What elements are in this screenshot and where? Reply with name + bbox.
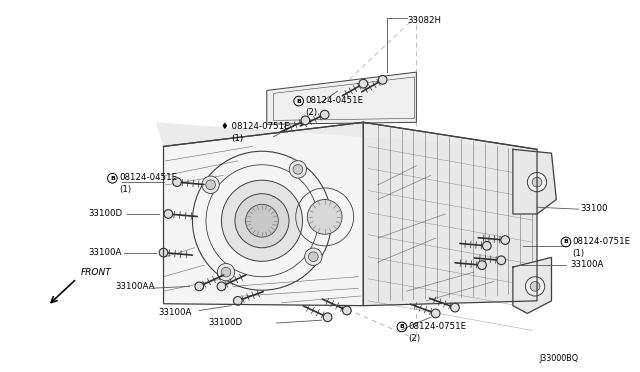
- Polygon shape: [364, 122, 537, 306]
- Text: (1): (1): [231, 134, 243, 143]
- Text: FRONT: FRONT: [81, 268, 111, 277]
- Polygon shape: [267, 72, 417, 124]
- Text: 08124-0751E: 08124-0751E: [409, 322, 467, 331]
- Circle shape: [323, 313, 332, 322]
- Circle shape: [221, 180, 303, 261]
- Text: B: B: [564, 240, 568, 244]
- Text: B: B: [399, 324, 404, 329]
- Text: 08124-0451E: 08124-0451E: [119, 173, 177, 182]
- Polygon shape: [513, 257, 552, 313]
- Circle shape: [483, 241, 491, 250]
- Circle shape: [221, 267, 231, 277]
- Circle shape: [501, 236, 509, 244]
- Circle shape: [289, 161, 307, 178]
- Circle shape: [531, 282, 540, 291]
- Text: (1): (1): [573, 249, 585, 258]
- Circle shape: [359, 79, 367, 88]
- Circle shape: [305, 248, 322, 265]
- Text: 33100A: 33100A: [571, 260, 604, 269]
- Circle shape: [173, 178, 181, 186]
- Circle shape: [321, 110, 329, 119]
- Circle shape: [431, 309, 440, 318]
- Text: (2): (2): [305, 108, 317, 117]
- Circle shape: [477, 261, 486, 269]
- Text: 33082H: 33082H: [408, 16, 442, 25]
- Polygon shape: [164, 122, 364, 306]
- Text: J33000BQ: J33000BQ: [540, 354, 579, 363]
- Text: 33100D: 33100D: [88, 209, 122, 218]
- Circle shape: [293, 164, 303, 174]
- Text: 08124-0451E: 08124-0451E: [305, 96, 364, 105]
- Circle shape: [234, 296, 242, 305]
- Circle shape: [378, 76, 387, 84]
- Circle shape: [307, 199, 342, 234]
- Circle shape: [525, 277, 545, 296]
- Circle shape: [532, 177, 542, 187]
- Circle shape: [451, 303, 460, 312]
- Text: 33100A: 33100A: [88, 248, 122, 257]
- Circle shape: [217, 282, 226, 291]
- Text: B: B: [296, 99, 301, 103]
- Circle shape: [342, 306, 351, 315]
- Text: 33100A: 33100A: [159, 308, 192, 317]
- Circle shape: [218, 263, 235, 281]
- Text: 33100AA: 33100AA: [115, 282, 155, 291]
- Text: (1): (1): [119, 185, 131, 194]
- Polygon shape: [513, 149, 556, 214]
- Circle shape: [159, 248, 168, 257]
- Circle shape: [195, 282, 204, 291]
- Text: B: B: [110, 176, 115, 181]
- Circle shape: [497, 256, 506, 264]
- Circle shape: [202, 176, 220, 193]
- Text: 08124-0751E: 08124-0751E: [573, 237, 631, 246]
- Circle shape: [527, 173, 547, 192]
- Text: 33100: 33100: [580, 204, 608, 213]
- Circle shape: [308, 252, 318, 262]
- Text: (2): (2): [409, 334, 420, 343]
- Circle shape: [205, 180, 216, 190]
- Circle shape: [301, 116, 310, 125]
- Text: ♦ 08124-0751E: ♦ 08124-0751E: [221, 122, 290, 131]
- Circle shape: [235, 194, 289, 248]
- Text: 33100D: 33100D: [209, 318, 243, 327]
- Polygon shape: [156, 122, 537, 149]
- Circle shape: [164, 210, 173, 218]
- Circle shape: [246, 204, 278, 237]
